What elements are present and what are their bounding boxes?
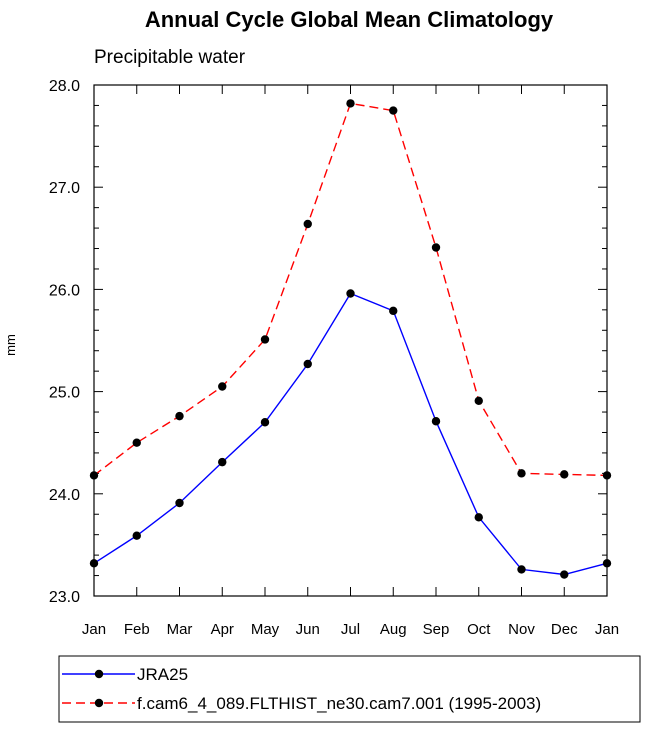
x-axis: Jan Feb Mar Apr May Jun Jul Aug Sep Oct Nov Dec Jan — [82, 85, 619, 638]
x-tick-label: Jan — [82, 621, 106, 638]
y-axis: 23.0 24.0 25.0 26.0 27.0 28.0 — [49, 78, 607, 606]
y-tick-label: 27.0 — [49, 180, 80, 197]
x-tick-label: Aug — [380, 621, 407, 638]
series-0-point — [303, 359, 312, 369]
x-tick-label: Nov — [508, 621, 535, 638]
series-0-point — [175, 498, 184, 508]
legend-label-jra25: JRA25 — [137, 665, 188, 684]
x-tick-label: Dec — [551, 621, 578, 638]
legend-marker-cam — [94, 698, 104, 708]
series-1-point — [346, 99, 355, 108]
y-tick-label: 25.0 — [49, 385, 80, 402]
series-0-point — [517, 565, 526, 574]
series-0-point — [389, 306, 398, 316]
series-1-point — [560, 470, 569, 479]
legend-marker-jra25 — [94, 669, 104, 679]
series-1-point — [474, 396, 483, 405]
legend-label-cam: f.cam6_4_089.FLTHIST_ne30.cam7.001 (1995… — [137, 694, 541, 713]
series-1-point — [260, 335, 270, 344]
series-0-point — [260, 418, 270, 427]
series-1-point — [431, 243, 441, 252]
x-tick-label: Oct — [467, 621, 491, 638]
chart-subtitle: Precipitable water — [94, 47, 246, 68]
legend: JRA25 f.cam6_4_089.FLTHIST_ne30.cam7.001… — [58, 655, 641, 723]
y-axis-label: mm — [3, 334, 18, 356]
series-1-point — [175, 411, 184, 421]
series-0-point — [132, 531, 141, 540]
y-tick-label: 24.0 — [49, 487, 80, 504]
series-0-point — [474, 513, 483, 522]
series-1-point — [517, 469, 526, 478]
y-tick-label: 26.0 — [49, 282, 80, 299]
x-tick-label: Jul — [341, 621, 360, 638]
series-0-point — [346, 289, 355, 298]
plot-series — [89, 99, 612, 579]
x-tick-label: Sep — [423, 621, 450, 638]
series-0-point — [560, 570, 569, 579]
series-line-0 — [93, 292, 608, 576]
x-tick-label: Jan — [595, 621, 619, 638]
y-tick-label: 28.0 — [49, 78, 80, 95]
x-tick-label: Apr — [211, 621, 234, 638]
series-1-point — [389, 106, 398, 115]
series-1-point — [218, 382, 227, 391]
series-0-point — [431, 417, 441, 426]
legend-box — [58, 655, 641, 723]
x-tick-label: Feb — [124, 621, 150, 638]
x-tick-label: Jun — [296, 621, 320, 638]
chart-title: Annual Cycle Global Mean Climatology — [145, 7, 554, 32]
y-tick-label: 23.0 — [49, 589, 80, 606]
plot-frame — [93, 84, 608, 597]
x-tick-label: Mar — [167, 621, 193, 638]
series-1-point — [303, 219, 312, 229]
series-0-point — [218, 457, 227, 467]
series-1-point — [132, 438, 141, 447]
x-tick-label: May — [251, 621, 280, 638]
